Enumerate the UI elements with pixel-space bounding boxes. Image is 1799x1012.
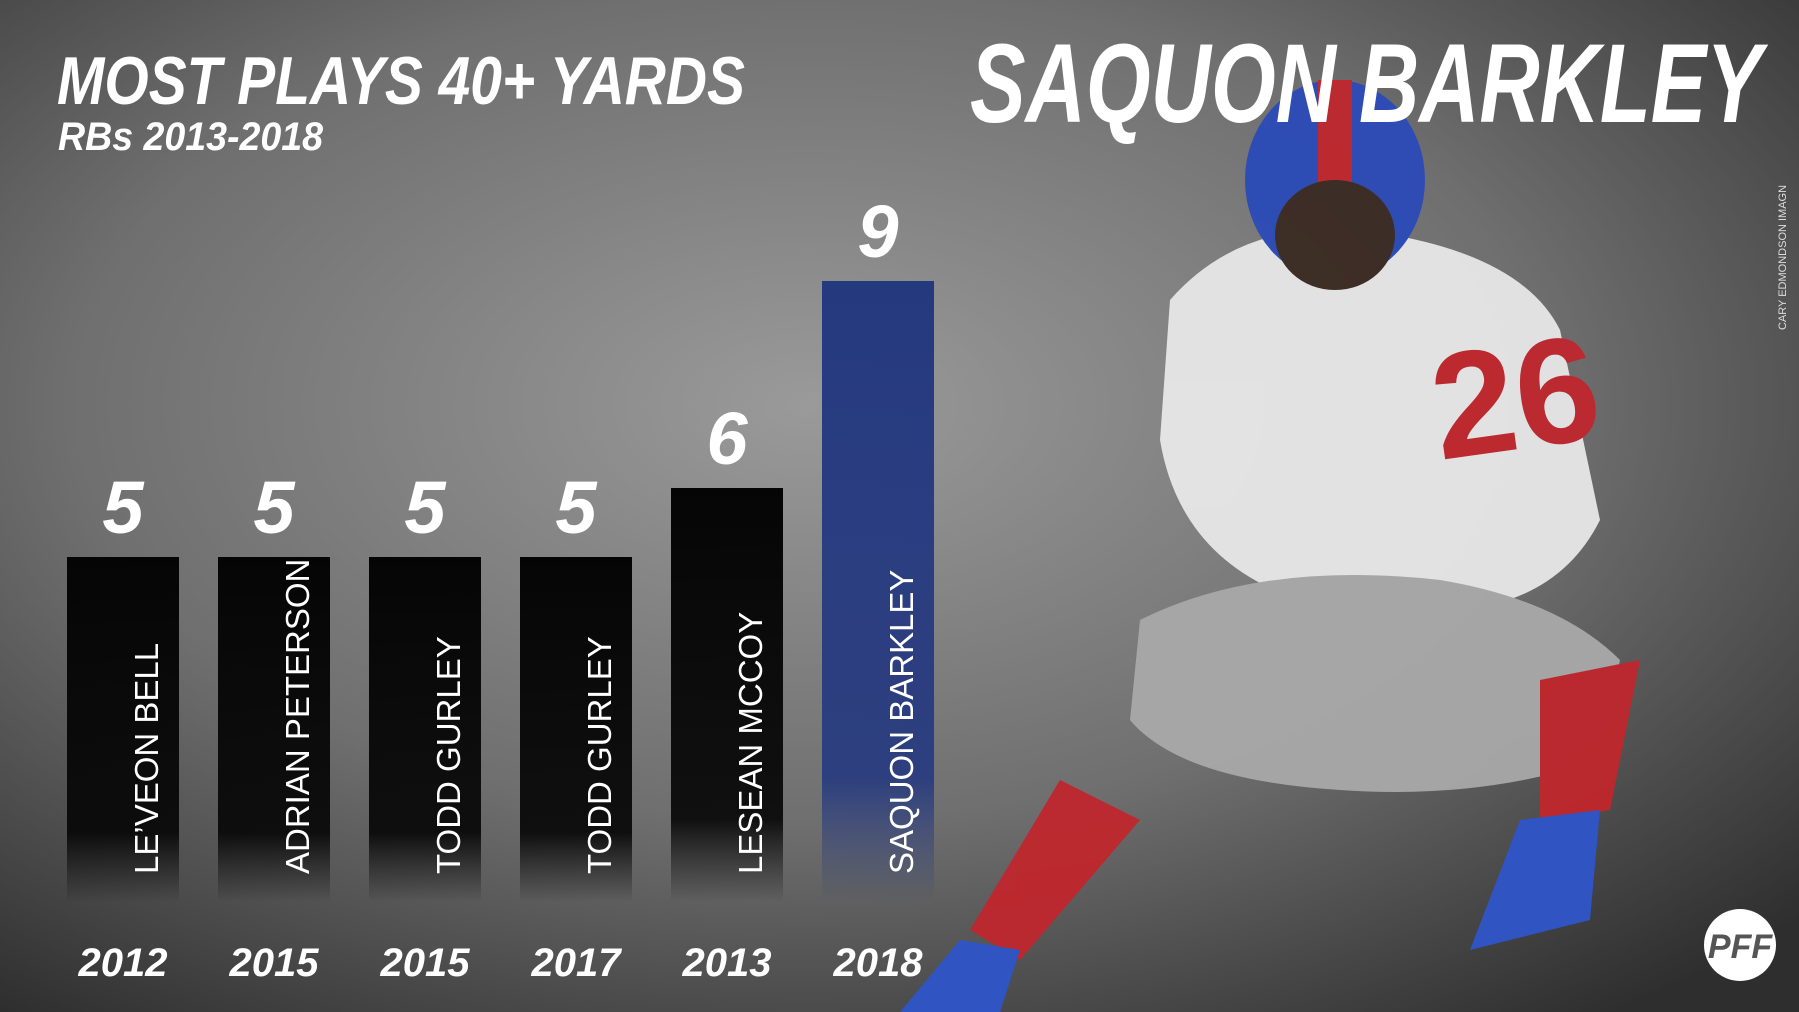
player-heading: SAQUON BARKLEY: [970, 21, 1769, 146]
value-label: 5: [404, 466, 447, 549]
value-label: 5: [555, 466, 598, 549]
bar-name: LE’VEON BELL: [128, 643, 165, 874]
bar-name: ADRIAN PETERSON: [279, 559, 316, 874]
year-label: 2015: [229, 941, 320, 985]
bar-name: LESEAN MCCOY: [732, 612, 769, 874]
bar-name: TODD GURLEY: [430, 636, 467, 874]
bar-name: TODD GURLEY: [581, 636, 618, 874]
value-label: 6: [706, 397, 748, 480]
year-label: 2017: [531, 941, 623, 985]
value-label: 5: [102, 466, 145, 549]
bar: [822, 281, 934, 902]
bar: [218, 557, 330, 902]
bar: [671, 488, 783, 902]
year-label: 2018: [833, 941, 924, 985]
logo-badge: [1704, 909, 1776, 981]
chart-title: MOST PLAYS 40+ YARDS: [57, 43, 745, 119]
player-figure: 26: [900, 80, 1640, 1012]
photo-credit: CARY EDMONDSON IMAGN: [1777, 185, 1789, 330]
value-label: 9: [857, 190, 898, 273]
year-label: 2013: [682, 941, 772, 985]
bar-name: SAQUON BARKLEY: [883, 570, 920, 874]
year-label: 2012: [78, 941, 168, 985]
year-label: 2015: [380, 941, 471, 985]
logo-text: PFF: [1708, 928, 1773, 966]
bar: [67, 557, 179, 902]
svg-text:26: 26: [1421, 302, 1610, 492]
pff-logo: PFF: [1704, 909, 1776, 981]
bar: [369, 557, 481, 902]
bars: 5 LE’VEON BELL 2012 5 ADRIAN PETERSON 2015 5 TO…: [67, 190, 934, 985]
value-label: 5: [253, 466, 296, 549]
chart-subtitle: RBs 2013-2018: [58, 115, 324, 159]
bar: [520, 557, 632, 902]
